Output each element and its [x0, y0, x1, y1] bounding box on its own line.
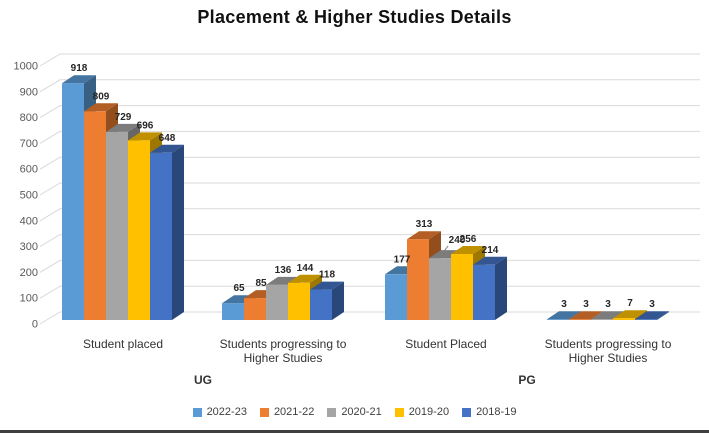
bar-2018-19-cat0 [150, 144, 184, 320]
gridline-1000 [39, 53, 700, 67]
category-label-3: Students progressing to Higher Studies [545, 337, 672, 365]
value-label-2022-23-cat3: 3 [561, 299, 567, 310]
y-tick-label-100: 100 [20, 293, 38, 305]
legend-label: 2018-19 [476, 406, 517, 418]
y-tick-label-0: 0 [32, 319, 38, 331]
gridline-900 [39, 79, 700, 93]
value-label-2019-20-cat2: 256 [460, 234, 477, 245]
legend-swatch-icon [394, 407, 404, 417]
y-tick-label-1000: 1000 [14, 61, 38, 73]
value-label-2021-22-cat2: 313 [416, 219, 433, 230]
gridline-800 [39, 105, 700, 119]
y-tick-label-500: 500 [20, 190, 38, 202]
legend-label: 2019-20 [408, 406, 450, 418]
value-label-2022-23-cat0: 918 [71, 63, 88, 74]
value-label-2019-20-cat3: 7 [627, 298, 633, 309]
legend-swatch-icon [462, 407, 472, 417]
gridline-600 [39, 156, 700, 170]
value-label-2022-23-cat1: 65 [233, 283, 245, 294]
legend-item-2021-22: 2021-22 [259, 406, 315, 418]
value-label-2019-20-cat1: 144 [297, 263, 314, 274]
legend-swatch-icon [259, 407, 269, 417]
value-label-2020-21-cat1: 136 [275, 265, 292, 276]
y-tick-label-800: 800 [20, 112, 38, 124]
value-label-2018-19-cat2: 214 [482, 245, 499, 256]
group-label-PG: PG [518, 373, 535, 387]
bar-2018-19-cat3 [635, 311, 669, 320]
gridline-700 [39, 130, 700, 144]
chart-title: Placement & Higher Studies Details [197, 7, 512, 27]
value-label-2022-23-cat2: 177 [394, 254, 411, 265]
legend-item-2020-21: 2020-21 [327, 406, 382, 418]
gridline-500 [39, 182, 700, 196]
y-tick-label-600: 600 [20, 164, 38, 176]
callout-line-240 [440, 245, 449, 256]
legend-swatch-icon [327, 407, 337, 417]
value-label-2018-19-cat0: 648 [159, 133, 176, 144]
legend-label: 2022-23 [206, 406, 247, 418]
gridline-300 [39, 234, 700, 248]
value-label-2020-21-cat3: 3 [605, 299, 611, 310]
category-label-1: Students progressing to Higher Studies [220, 337, 347, 365]
legend-swatch-icon [192, 407, 202, 417]
y-tick-label-200: 200 [20, 267, 38, 279]
value-label-2021-22-cat1: 85 [255, 278, 267, 289]
bottom-rule [0, 430, 709, 433]
value-label-2018-19-cat1: 118 [319, 270, 336, 281]
value-label-2021-22-cat0: 809 [93, 91, 110, 102]
gridline-400 [39, 208, 700, 222]
category-label-0: Student placed [83, 337, 163, 351]
legend-label: 2021-22 [273, 406, 315, 418]
value-label-2020-21-cat0: 729 [115, 112, 132, 123]
value-label-2020-21-cat2: 240 [449, 235, 466, 246]
category-label-2: Student Placed [405, 337, 486, 351]
legend: 2022-23 2021-22 2020-21 2019-20 2018-19 [0, 406, 709, 418]
value-label-2018-19-cat3: 3 [649, 299, 655, 310]
bar-2018-19-cat1 [310, 281, 344, 320]
y-tick-label-400: 400 [20, 215, 38, 227]
group-label-UG: UG [194, 373, 212, 387]
value-label-2021-22-cat3: 3 [583, 299, 589, 310]
legend-item-2022-23: 2022-23 [192, 406, 247, 418]
y-tick-label-900: 900 [20, 86, 38, 98]
bar-2018-19-cat2 [473, 256, 507, 320]
legend-item-2019-20: 2019-20 [394, 406, 450, 418]
y-tick-label-700: 700 [20, 138, 38, 150]
legend-label: 2020-21 [341, 406, 382, 418]
legend-item-2018-19: 2018-19 [462, 406, 516, 418]
y-tick-label-300: 300 [20, 241, 38, 253]
value-label-2019-20-cat0: 696 [137, 120, 154, 131]
